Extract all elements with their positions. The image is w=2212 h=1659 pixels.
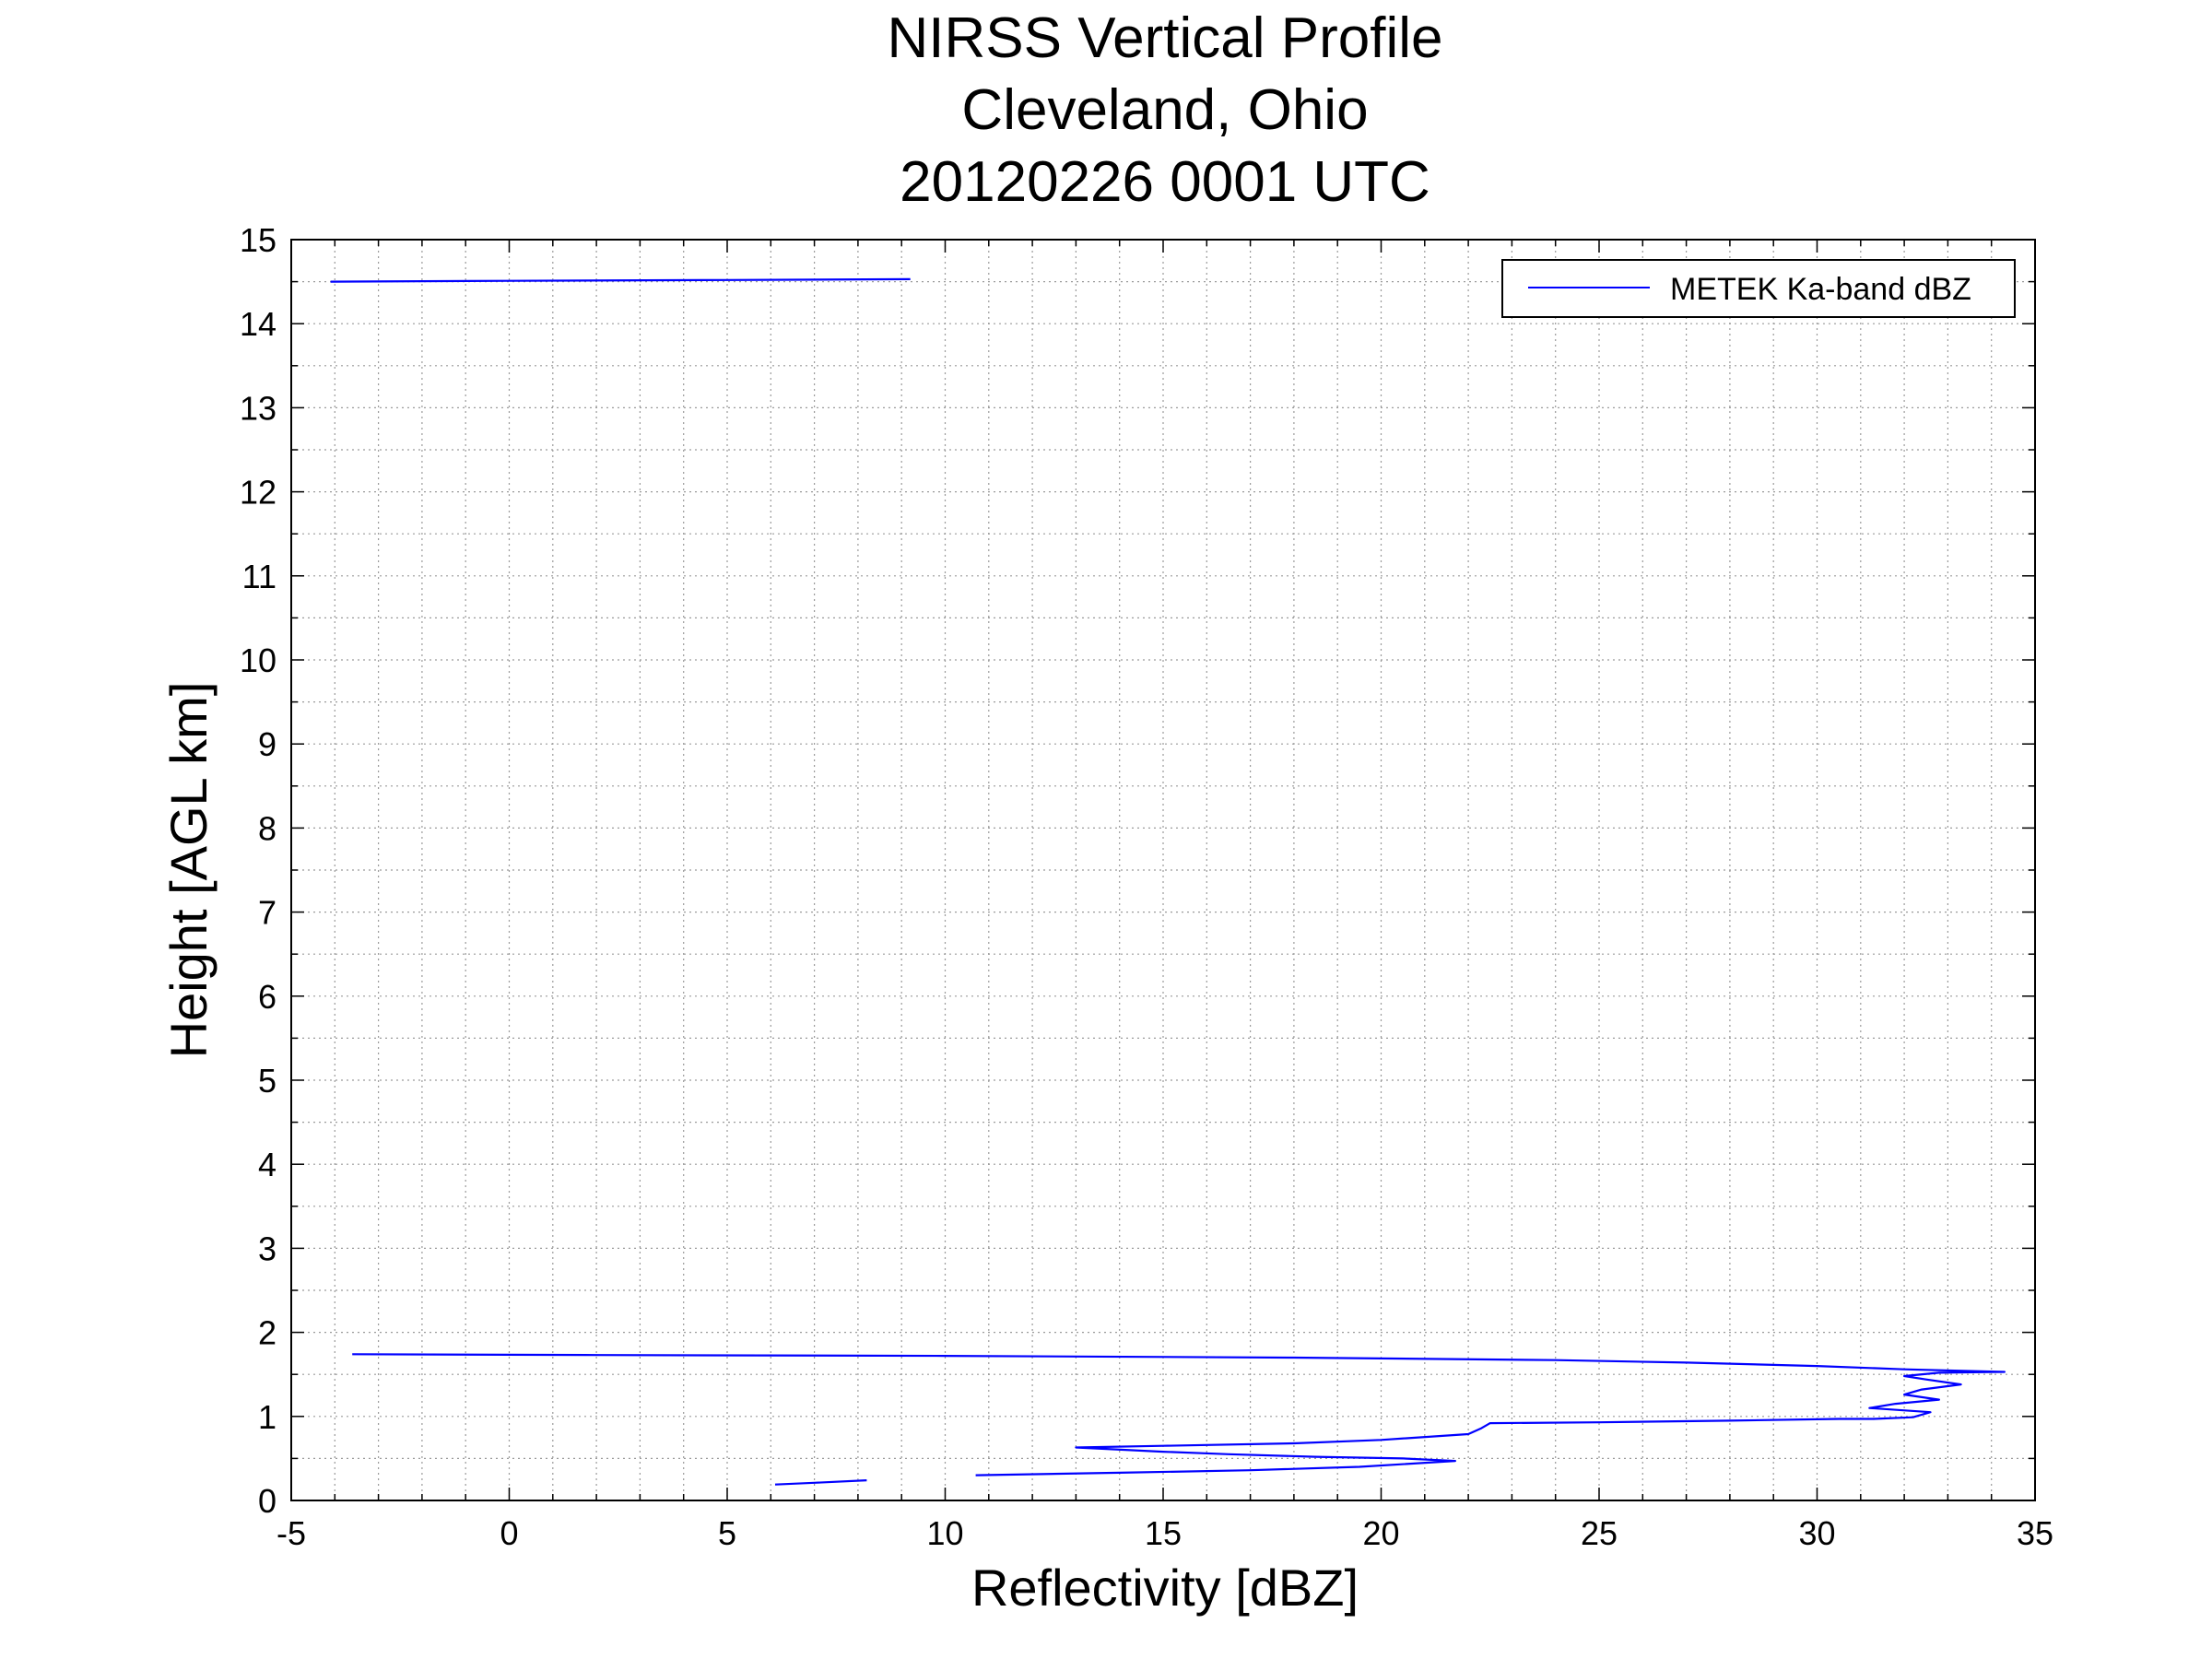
y-tick-label: 7 [258, 894, 276, 932]
y-tick-label: 6 [258, 978, 276, 1016]
y-tick-label: 1 [258, 1398, 276, 1436]
x-tick-label: 15 [1145, 1514, 1182, 1552]
x-tick-label: 20 [1362, 1514, 1399, 1552]
x-tick-label: 5 [718, 1514, 736, 1552]
series-lines [330, 277, 2006, 1486]
series-line-segment [330, 277, 911, 283]
chart-title-line-3: 20120226 0001 UTC [900, 150, 1430, 214]
y-tick-label: 15 [240, 221, 276, 259]
series-line-segment [774, 1479, 867, 1486]
x-tick-label: -5 [276, 1514, 306, 1552]
y-tick-label: 3 [258, 1230, 276, 1267]
y-tick-label: 10 [240, 641, 276, 679]
legend-label-metek: METEK Ka-band dBZ [1670, 272, 1971, 307]
grid-lines [291, 240, 2035, 1500]
y-tick-label: 14 [240, 305, 276, 343]
tick-marks [290, 239, 2036, 1501]
y-tick-label: 2 [258, 1314, 276, 1352]
y-tick-label: 13 [240, 389, 276, 427]
y-tick-label: 9 [258, 725, 276, 763]
x-tick-label: 10 [926, 1514, 963, 1552]
x-tick-label: 25 [1581, 1514, 1618, 1552]
y-tick-label: 0 [258, 1482, 276, 1520]
x-tick-label: 30 [1798, 1514, 1835, 1552]
y-tick-label: 11 [242, 558, 276, 595]
x-tick-label: 35 [2017, 1514, 2053, 1552]
chart-title-line-2: Cleveland, Ohio [961, 78, 1368, 142]
x-axis-label: Reflectivity [dBZ] [971, 1559, 1359, 1617]
y-tick-label: 4 [258, 1146, 276, 1183]
y-tick-label: 12 [240, 474, 276, 512]
plot-frame [290, 239, 2036, 1501]
y-axis-label: Height [AGL km] [159, 682, 218, 1059]
x-tick-label: 0 [500, 1514, 518, 1552]
y-tick-label: 8 [258, 809, 276, 847]
y-tick-label: 5 [258, 1062, 276, 1100]
chart-title-line-1: NIRSS Vertical Profile [888, 6, 1443, 70]
legend: METEK Ka-band dBZ [1501, 259, 2016, 318]
series-line-segment [352, 1353, 2006, 1477]
